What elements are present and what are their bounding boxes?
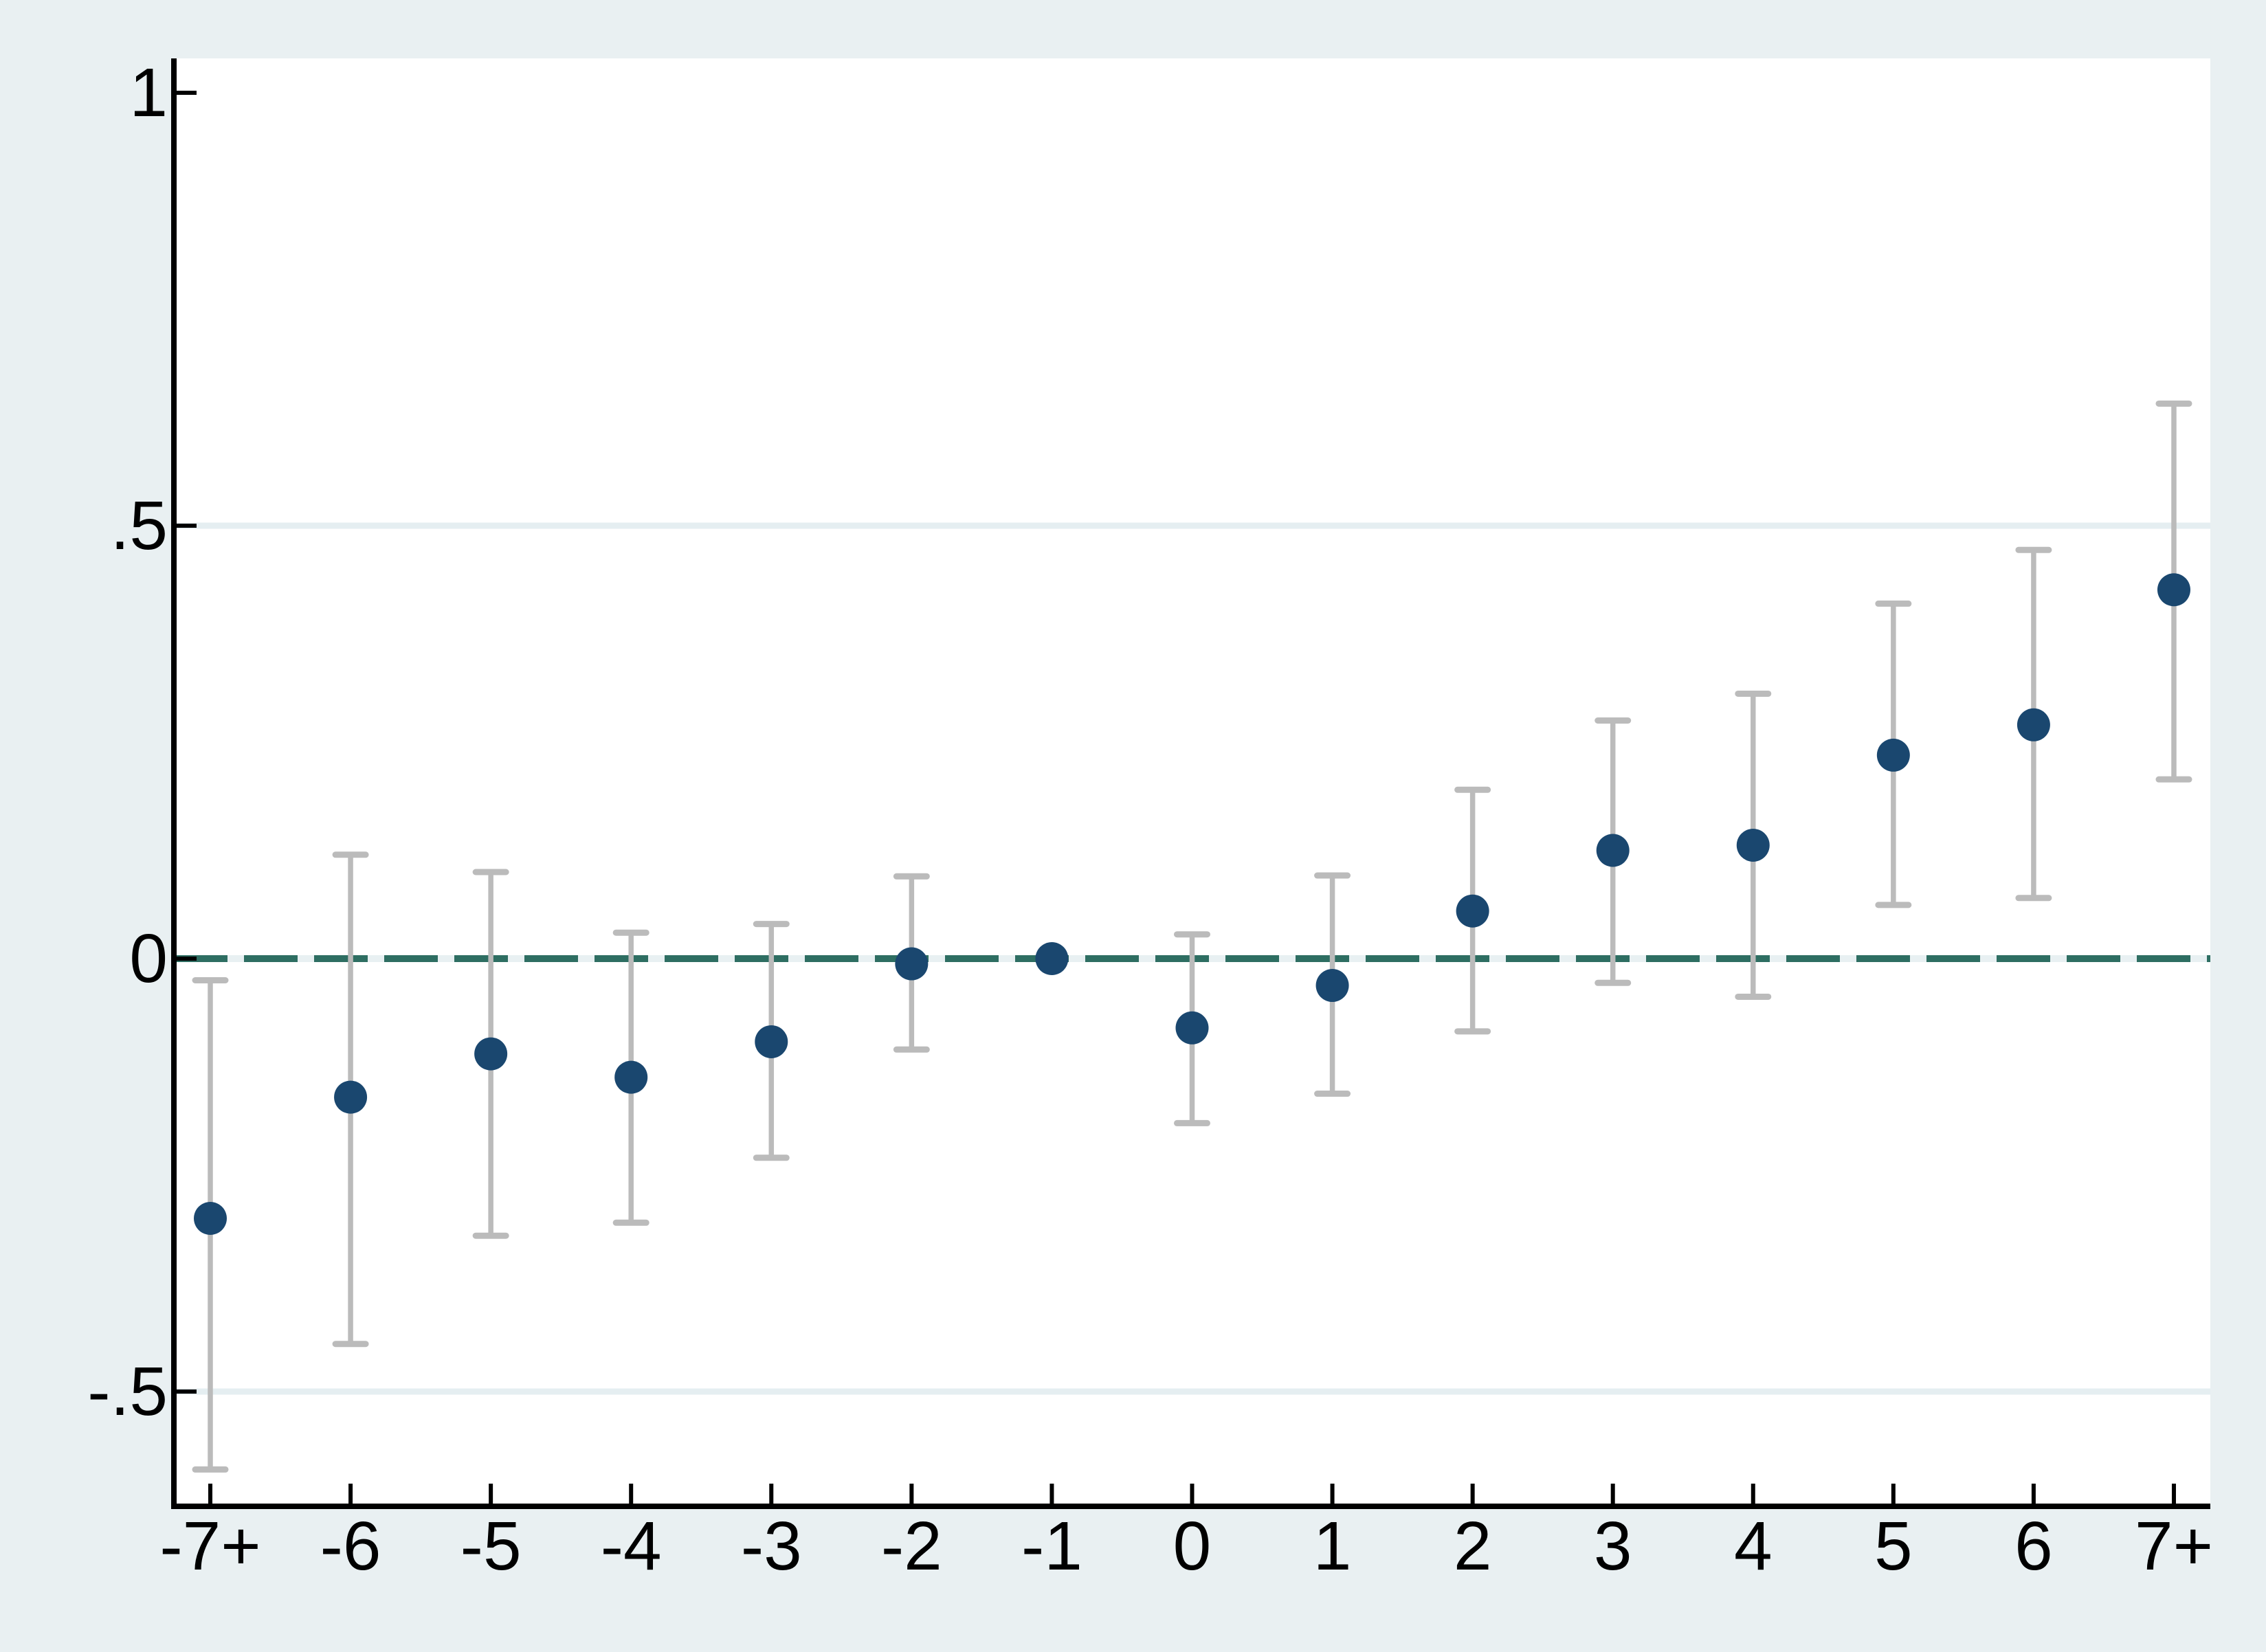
y-tick-label: 0 [129, 920, 168, 997]
plot-area [174, 58, 2210, 1506]
point-estimate [1315, 969, 1349, 1003]
point-estimate [1596, 834, 1630, 867]
x-tick-label: 0 [1173, 1508, 1212, 1585]
x-tick-label: 3 [1594, 1508, 1632, 1585]
point-estimate [1876, 738, 1910, 772]
y-tick-label: .5 [111, 487, 168, 564]
y-tick-label: 1 [129, 54, 168, 131]
point-estimate [614, 1060, 648, 1094]
point-estimate [194, 1202, 227, 1235]
x-tick-label: -5 [460, 1508, 522, 1585]
point-estimate [2017, 708, 2050, 741]
x-tick-label: -1 [1021, 1508, 1082, 1585]
point-estimate [474, 1037, 508, 1071]
x-tick-label: -6 [320, 1508, 381, 1585]
point-estimate [1456, 894, 1489, 928]
point-estimate [755, 1025, 788, 1058]
point-estimate [1035, 942, 1069, 975]
x-tick-label: 4 [1734, 1508, 1773, 1585]
x-tick-label: -4 [601, 1508, 662, 1585]
y-tick-label: -.5 [87, 1353, 168, 1430]
point-estimate [2157, 573, 2190, 607]
x-tick-label: -2 [881, 1508, 942, 1585]
point-estimate [1736, 828, 1770, 862]
point-estimate [1175, 1011, 1209, 1045]
x-tick-label: 1 [1313, 1508, 1352, 1585]
point-estimate [895, 947, 929, 981]
x-tick-label: 6 [2014, 1508, 2053, 1585]
x-tick-label: 5 [1874, 1508, 1913, 1585]
point-estimate [334, 1080, 368, 1114]
x-tick-label: 2 [1454, 1508, 1492, 1585]
x-tick-label: 7+ [2135, 1508, 2213, 1585]
x-tick-label: -3 [741, 1508, 802, 1585]
x-tick-label: -7+ [159, 1508, 260, 1585]
